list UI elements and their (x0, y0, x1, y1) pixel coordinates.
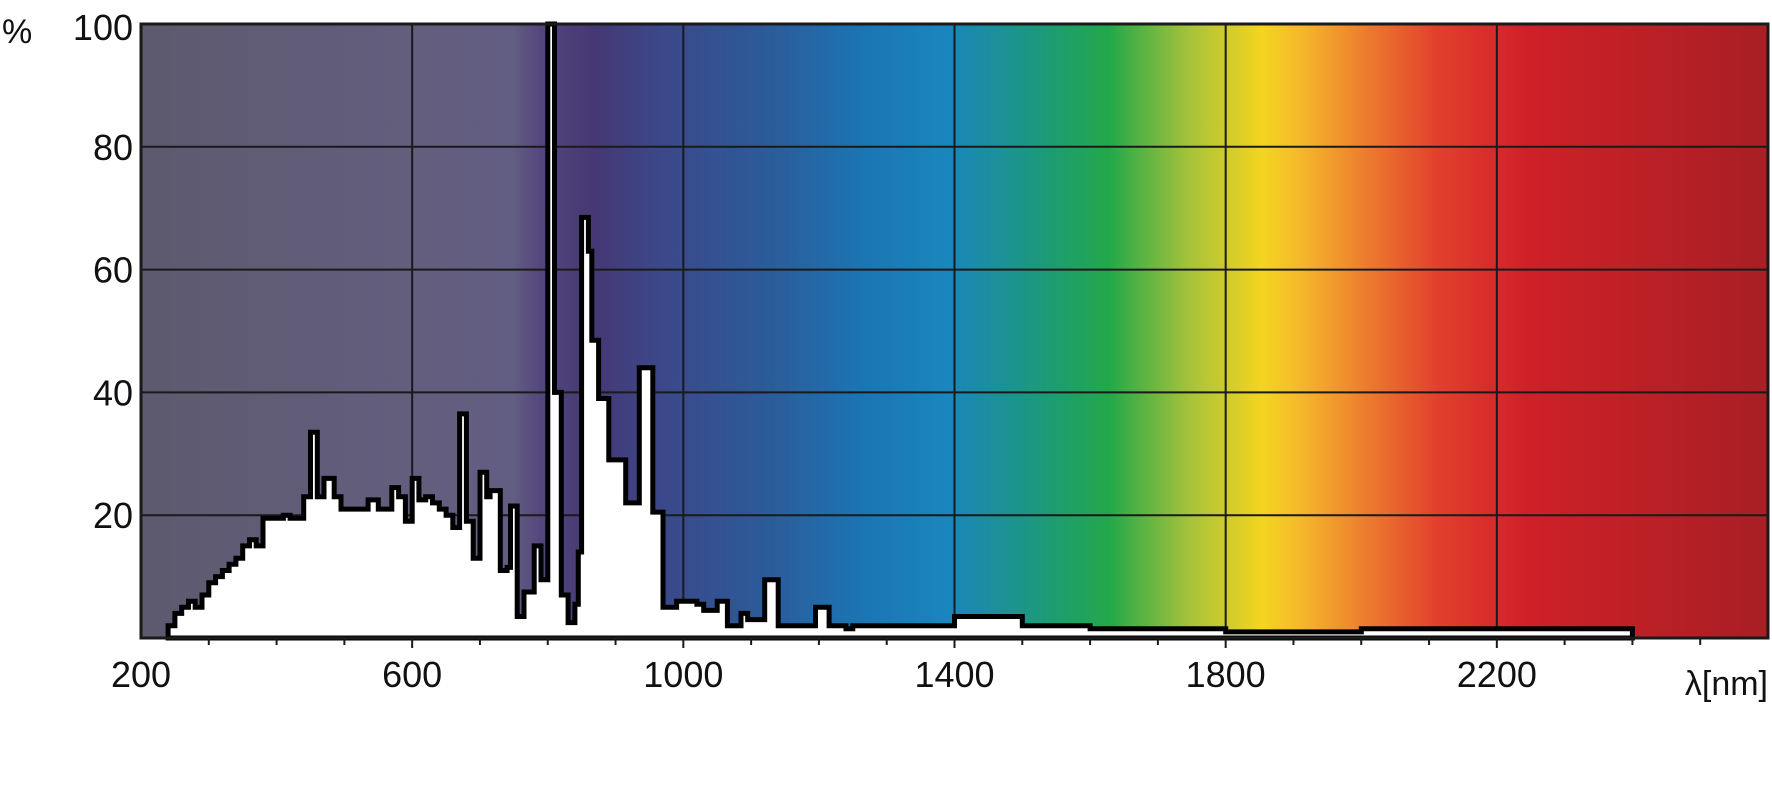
y-tick-label-60: 60 (93, 250, 133, 291)
y-axis-unit-label: % (2, 13, 32, 51)
x-tick-label-1400: 1400 (914, 654, 994, 695)
x-tick-labels: 200 600 1000 1400 1800 2200 (111, 654, 1537, 695)
y-tick-labels: 20 40 60 80 100 (73, 7, 133, 536)
x-tick-label-2200: 2200 (1457, 654, 1537, 695)
x-tick-label-200: 200 (111, 654, 171, 695)
y-tick-label-20: 20 (93, 495, 133, 536)
x-tick-label-1800: 1800 (1186, 654, 1266, 695)
x-tick-label-600: 600 (382, 654, 442, 695)
x-axis-unit-label: λ[nm] (1685, 665, 1768, 703)
y-tick-label-80: 80 (93, 127, 133, 168)
x-minor-ticks (207, 638, 1702, 648)
y-tick-label-40: 40 (93, 372, 133, 413)
y-tick-label-100: 100 (73, 7, 133, 48)
gridlines (141, 24, 1768, 638)
x-tick-label-1000: 1000 (643, 654, 723, 695)
spectrum-curve-area (165, 21, 1635, 641)
